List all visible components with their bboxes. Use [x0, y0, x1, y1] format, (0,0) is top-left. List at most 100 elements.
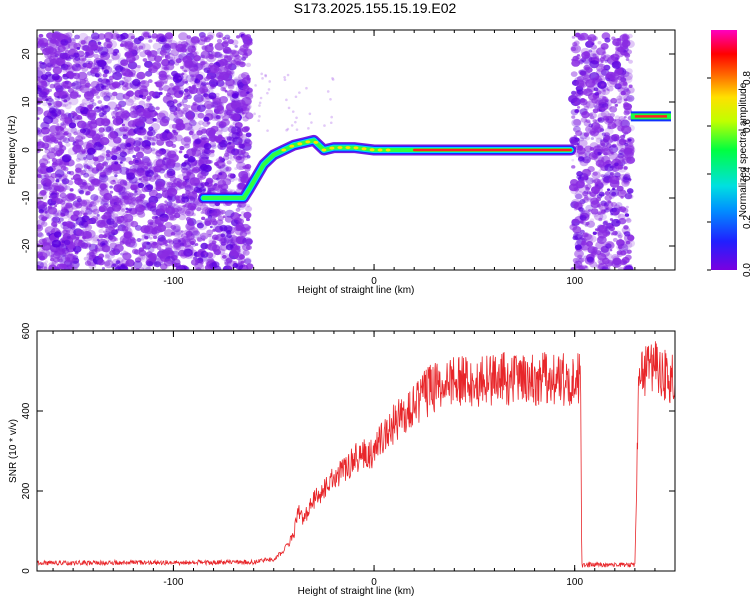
noise-blob [143, 165, 149, 170]
noise-blob [623, 225, 629, 230]
noise-blob [153, 55, 163, 63]
noise-blob [135, 141, 146, 150]
noise-blob [37, 198, 42, 205]
noise-blob [81, 66, 89, 72]
noise-blob [88, 203, 93, 208]
noise-blob [95, 108, 100, 113]
noise-blob [147, 129, 156, 137]
noise-blob [582, 191, 589, 197]
noise-blob [578, 264, 588, 270]
noise-blob [227, 150, 235, 157]
noise-blob [60, 63, 69, 71]
noise-blob [230, 49, 237, 55]
noise-blob [108, 162, 117, 169]
noise-blob [222, 61, 228, 66]
noise-blob [101, 267, 106, 270]
noise-blob [106, 151, 114, 158]
noise-speck [307, 127, 310, 130]
noise-blob [620, 87, 625, 92]
noise-blob [622, 139, 627, 143]
noise-blob [196, 222, 204, 229]
noise-blob [167, 132, 176, 140]
noise-blob [82, 233, 93, 242]
snr-ytick-label: 0 [21, 568, 32, 574]
noise-blob [586, 256, 594, 263]
noise-blob [106, 47, 115, 55]
noise-blob [80, 229, 88, 235]
noise-speck [264, 74, 268, 78]
noise-blob [118, 186, 128, 195]
noise-blob [576, 171, 583, 177]
noise-blob [605, 243, 612, 249]
noise-blob [124, 183, 128, 186]
noise-blob [226, 136, 236, 144]
noise-blob [164, 200, 168, 204]
noise-blob [141, 156, 151, 164]
noise-blob [187, 169, 194, 175]
noise-blob [619, 34, 629, 42]
noise-blob [75, 63, 81, 68]
noise-blob [198, 154, 209, 163]
noise-blob [228, 238, 237, 245]
noise-blob [105, 58, 112, 64]
noise-blob [177, 206, 183, 212]
noise-blob [203, 100, 214, 110]
noise-blob [127, 196, 133, 201]
noise-blob [194, 243, 199, 247]
noise-blob [585, 221, 590, 226]
noise-blob [106, 218, 115, 226]
noise-blob [241, 177, 247, 183]
noise-blob [625, 240, 631, 245]
noise-blob [191, 87, 196, 91]
noise-blob [226, 160, 232, 165]
noise-blob [49, 125, 60, 134]
noise-blob [141, 178, 149, 185]
heatmap-xtick-label: 100 [566, 276, 583, 287]
noise-blob [189, 163, 195, 169]
noise-blob [238, 143, 246, 149]
noise-blob [622, 148, 627, 152]
noise-blob [226, 233, 232, 239]
noise-blob [143, 203, 153, 212]
noise-blob [191, 230, 201, 239]
noise-blob [169, 82, 174, 87]
noise-blob [142, 157, 152, 166]
noise-blob [143, 49, 147, 53]
noise-blob [81, 98, 90, 105]
noise-blob [609, 248, 613, 252]
noise-blob [202, 149, 206, 153]
noise-blob [169, 56, 174, 61]
noise-blob [580, 229, 585, 234]
noise-blob [141, 237, 145, 241]
noise-blob [187, 156, 196, 163]
noise-blob [227, 173, 234, 178]
noise-blob [574, 244, 582, 251]
noise-blob [48, 195, 52, 199]
noise-blob [599, 57, 605, 62]
noise-blob [585, 52, 589, 56]
noise-blob [592, 171, 598, 176]
noise-blob [122, 180, 127, 184]
noise-blob [97, 259, 105, 266]
noise-blob [191, 243, 196, 247]
noise-blob [236, 140, 247, 149]
noise-blob [157, 249, 169, 258]
noise-blob [592, 130, 597, 134]
noise-blob [604, 37, 611, 43]
noise-blob [614, 162, 619, 167]
noise-blob [594, 99, 602, 105]
snr-ylabel: SNR (10 * v/v) [8, 419, 19, 483]
noise-blob [571, 115, 576, 119]
noise-blob [585, 125, 594, 133]
noise-blob [628, 84, 633, 88]
noise-blob [152, 235, 158, 240]
noise-blob [171, 207, 180, 214]
colorbar-tick-label: 0.6 [742, 119, 750, 133]
noise-blob [593, 75, 602, 83]
noise-blob [581, 168, 591, 176]
noise-blob [98, 253, 105, 259]
noise-speck [330, 115, 333, 119]
noise-blob [205, 82, 210, 86]
noise-blob [183, 248, 193, 257]
noise-blob [211, 261, 220, 268]
